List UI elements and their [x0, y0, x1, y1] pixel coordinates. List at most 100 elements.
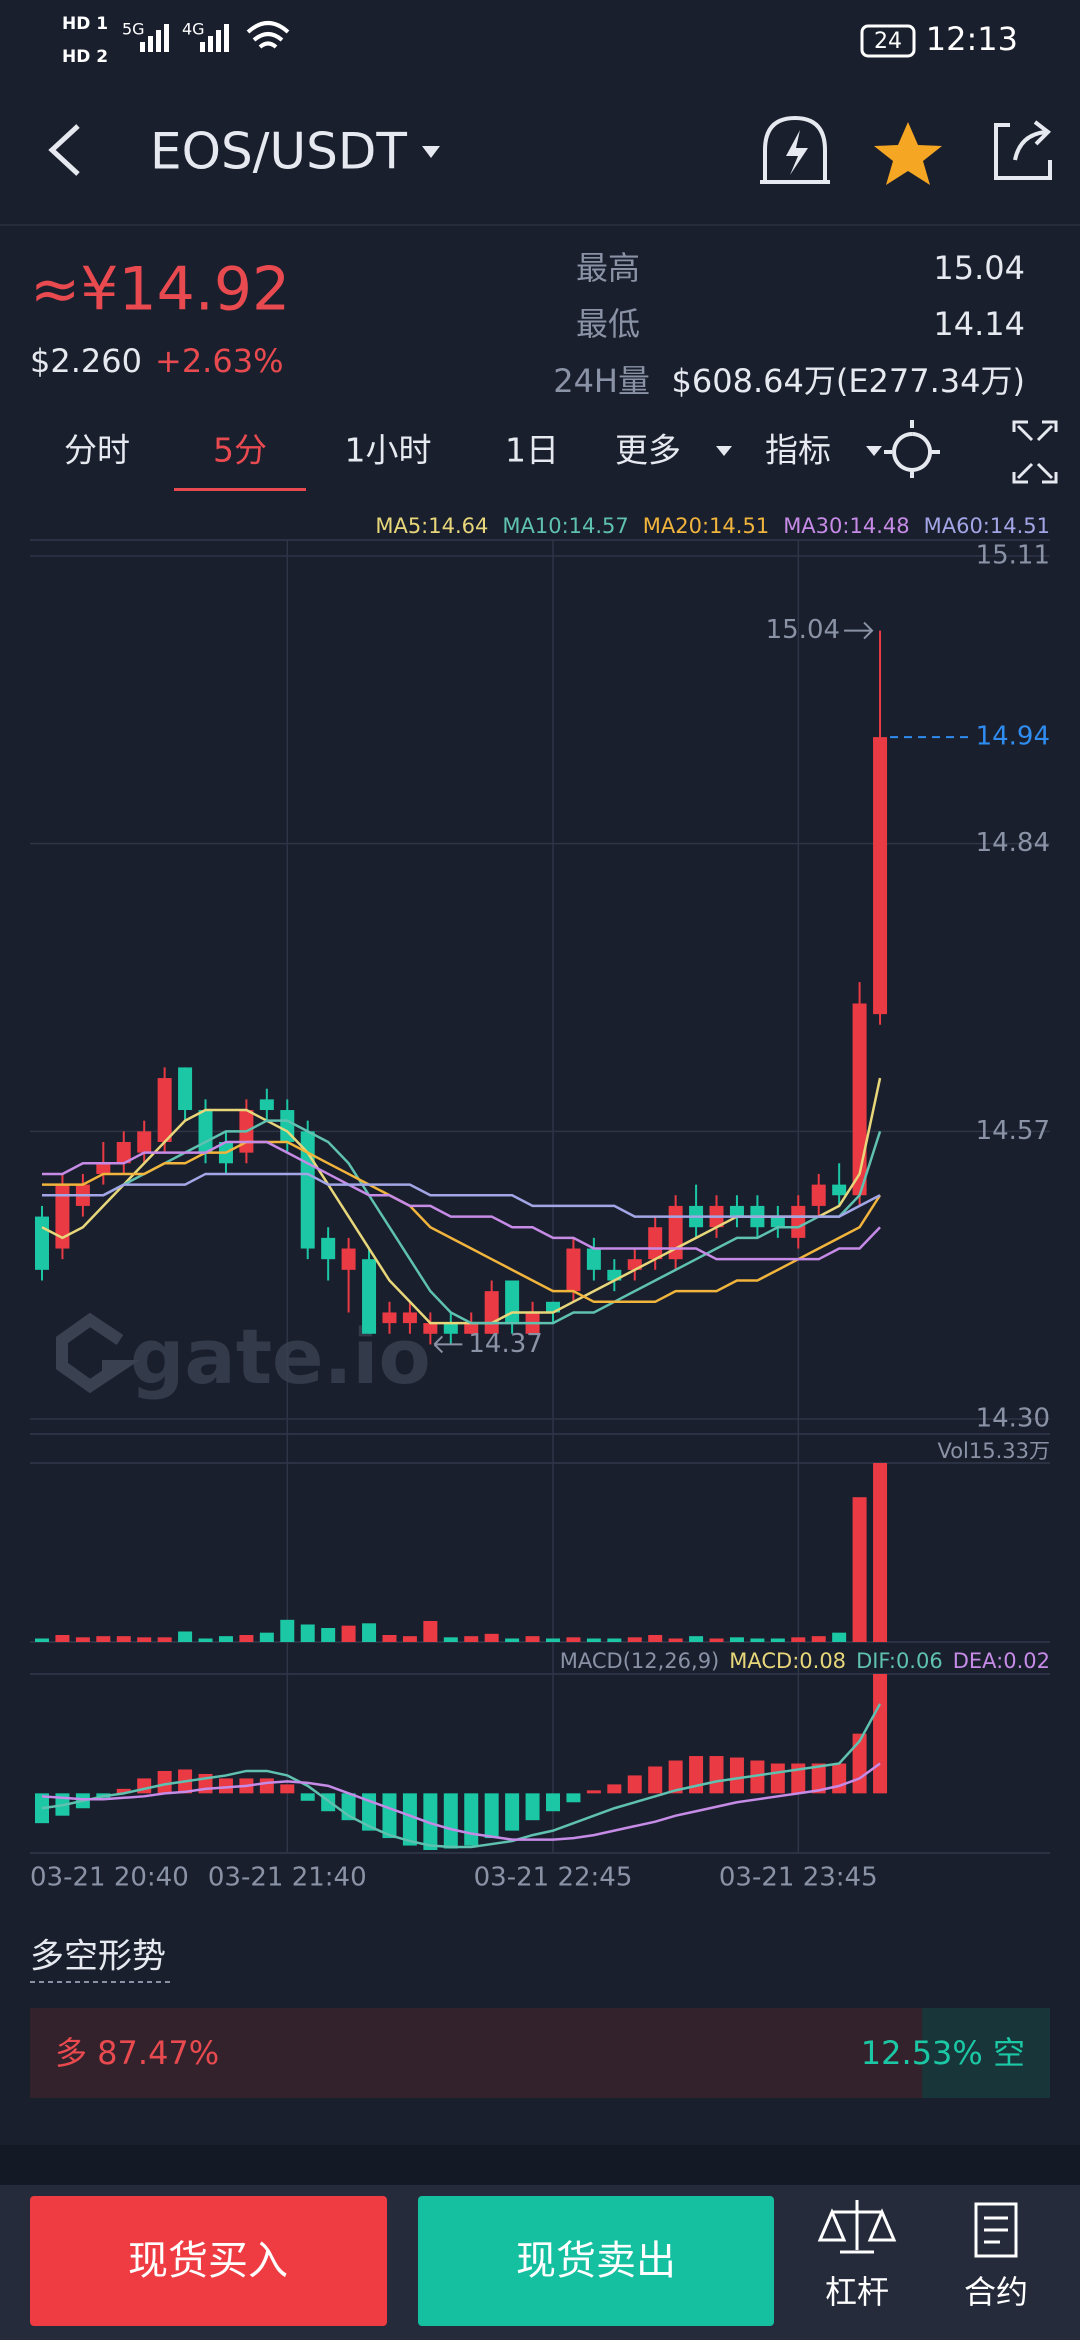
- sell-button[interactable]: [418, 2196, 774, 2326]
- candle-body: [873, 737, 888, 1015]
- tabs: 分时 5分 1小时 1日 更多 指标: [64, 431, 882, 491]
- volume-bar: [586, 1638, 601, 1642]
- volume-bar: [525, 1636, 540, 1642]
- macd-bar: [566, 1793, 581, 1803]
- macd-bar: [546, 1793, 560, 1812]
- candle-body: [402, 1312, 417, 1324]
- separator: [0, 2145, 1080, 2185]
- candle-body: [729, 1205, 744, 1217]
- volume-bar: [116, 1636, 131, 1642]
- macd-bar: [832, 1763, 847, 1794]
- legend-entry: MA20:14.51: [643, 514, 769, 538]
- macd-bar: [811, 1763, 826, 1794]
- macd-bar: [259, 1778, 274, 1794]
- volume-bar: [157, 1637, 172, 1642]
- watermark: gate.io: [130, 1312, 431, 1401]
- volume-bar: [505, 1638, 520, 1642]
- status-network: 5G: [122, 20, 145, 39]
- volume-bar: [607, 1638, 622, 1642]
- candle-body: [566, 1248, 581, 1292]
- tab[interactable]: 1日: [505, 431, 559, 470]
- futures-label[interactable]: 合约: [964, 2273, 1028, 2311]
- volume-bar: [259, 1632, 274, 1642]
- settings-button[interactable]: [884, 420, 940, 478]
- buy-button[interactable]: [30, 2196, 387, 2326]
- macd-bar: [157, 1770, 172, 1794]
- macd-bar: [484, 1793, 499, 1839]
- candle-body: [546, 1301, 560, 1313]
- macd-title: MACD(12,26,9): [560, 1649, 720, 1673]
- share-button[interactable]: [994, 120, 1052, 180]
- candle-body: [198, 1110, 213, 1153]
- volume-bar: [218, 1636, 233, 1642]
- volume-label: Vol15.33万: [937, 1439, 1050, 1463]
- long-short-bar: 多 87.47% 12.53% 空: [30, 2008, 1050, 2098]
- margin-icon[interactable]: [817, 2200, 897, 2254]
- volume-bar: [852, 1497, 867, 1642]
- volume-bar: [729, 1637, 744, 1642]
- legend-entry: MA5:14.64: [375, 514, 488, 538]
- pair-dropdown[interactable]: [422, 146, 440, 158]
- volume-bar: [832, 1632, 847, 1642]
- volume-bar: [321, 1627, 336, 1642]
- watermark-logo: [56, 1312, 140, 1394]
- indicator-line: [41, 1703, 882, 1849]
- pair-title[interactable]: EOS/USDT: [150, 123, 407, 181]
- indicator-line: [42, 1119, 882, 1325]
- volume-bar: [55, 1634, 70, 1642]
- macd-bar: [423, 1793, 438, 1851]
- fullscreen-button[interactable]: [1012, 420, 1058, 484]
- candle-body: [852, 1003, 867, 1196]
- volume-bar: [178, 1631, 193, 1642]
- volume-bar: [443, 1637, 458, 1642]
- macd-bar: [648, 1766, 663, 1794]
- tab-dropdown: [716, 446, 732, 456]
- candle-body: [607, 1269, 622, 1281]
- volume-bar: [280, 1619, 295, 1642]
- status-hd: HD 2: [62, 47, 108, 67]
- short-label: 12.53% 空: [861, 2034, 1025, 2072]
- price-cny: ≈¥14.92: [30, 255, 290, 325]
- candle-body: [137, 1131, 152, 1153]
- x-tick-label: 03-21 20:40: [30, 1863, 189, 1893]
- candle-body: [259, 1099, 274, 1111]
- min-arrow: [433, 1335, 463, 1354]
- volume-bar: [382, 1634, 397, 1642]
- candle-body: [484, 1291, 499, 1334]
- candle-body: [362, 1259, 377, 1334]
- volume-bar: [791, 1637, 806, 1642]
- y-tick-label: 14.84: [976, 828, 1050, 858]
- futures-icon[interactable]: [974, 2202, 1018, 2258]
- last-price-label: 14.94: [976, 722, 1050, 752]
- battery-level: 24: [874, 29, 902, 54]
- tab[interactable]: 分时: [64, 431, 130, 470]
- volume-bar: [464, 1636, 479, 1642]
- favorite-button[interactable]: [874, 122, 942, 185]
- candle-body: [157, 1078, 172, 1142]
- tab[interactable]: 5分: [213, 431, 267, 470]
- macd-bar: [464, 1793, 479, 1846]
- max-arrow: [844, 621, 874, 640]
- margin-label[interactable]: 杠杆: [825, 2273, 889, 2311]
- volume-bar: [811, 1636, 826, 1642]
- stats: 最高 15.04 最低 14.14 24H量 $608.64万(E277.34万): [553, 249, 1025, 400]
- alert-button[interactable]: [760, 115, 830, 184]
- x-tick-label: 03-21 21:40: [208, 1863, 367, 1893]
- tab[interactable]: 1小时: [345, 431, 432, 470]
- tab[interactable]: 更多: [615, 431, 681, 470]
- candle-body: [464, 1323, 479, 1334]
- candle-body: [586, 1248, 601, 1270]
- min-marker: 14.37: [468, 1329, 542, 1359]
- macd-bar: [505, 1793, 520, 1831]
- volume-bar: [402, 1636, 417, 1642]
- x-tick-label: 03-21 23:45: [719, 1863, 878, 1893]
- volume-bar: [300, 1624, 315, 1642]
- battery-icon: [860, 24, 916, 58]
- stat-label: 最低: [576, 305, 640, 343]
- back-button[interactable]: [48, 124, 80, 176]
- tab[interactable]: 指标: [765, 431, 831, 470]
- macd-bar: [116, 1788, 131, 1794]
- indicator-line: [42, 1172, 881, 1218]
